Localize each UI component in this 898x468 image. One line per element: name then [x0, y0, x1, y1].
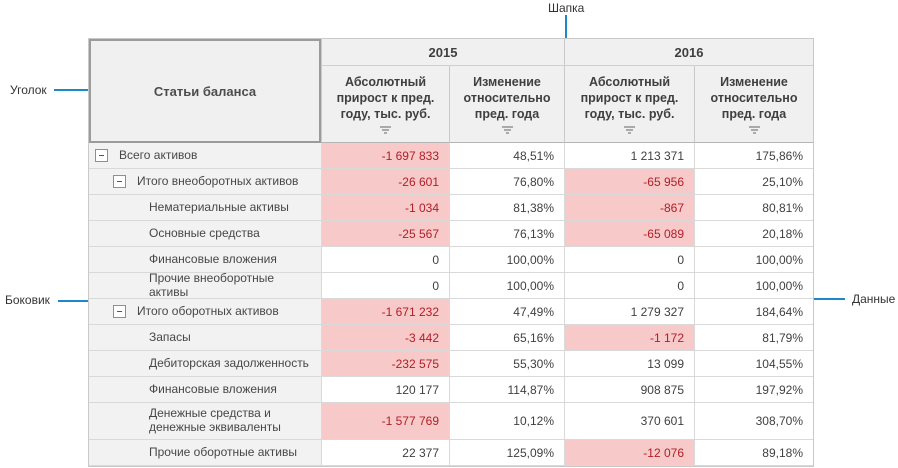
callout-corner-label: Уголок	[10, 83, 47, 97]
data-cell[interactable]: 65,16%	[449, 325, 564, 351]
data-cell[interactable]: 114,87%	[449, 377, 564, 403]
data-cell[interactable]: 25,10%	[694, 169, 813, 195]
data-cell[interactable]: -65 956	[564, 169, 694, 195]
data-cell[interactable]: -12 076	[564, 440, 694, 466]
filter-icon[interactable]	[380, 126, 391, 135]
data-cell[interactable]: 13 099	[564, 351, 694, 377]
data-cell[interactable]: 0	[321, 273, 449, 299]
data-cell[interactable]: -26 601	[321, 169, 449, 195]
data-cell[interactable]: 125,09%	[449, 440, 564, 466]
filter-icon[interactable]	[624, 126, 635, 135]
row-label-cell[interactable]: Основные средства	[89, 221, 321, 247]
filter-icon[interactable]	[748, 126, 760, 135]
data-cell[interactable]: 120 177	[321, 377, 449, 403]
row-label: Итого внеоборотных активов	[137, 173, 299, 188]
row-label-cell[interactable]: Финансовые вложения	[89, 377, 321, 403]
row-label: Нематериальные активы	[149, 199, 289, 214]
row-label: Финансовые вложения	[149, 251, 277, 266]
data-cell[interactable]: 81,38%	[449, 195, 564, 221]
filter-icon[interactable]	[501, 126, 513, 135]
data-cell[interactable]: 47,49%	[449, 299, 564, 325]
data-cell[interactable]: -3 442	[321, 325, 449, 351]
data-cell[interactable]: 80,81%	[694, 195, 813, 221]
row-label: Дебиторская задолженность	[149, 355, 309, 370]
row-label-cell[interactable]: Запасы	[89, 325, 321, 351]
data-cell[interactable]: 197,92%	[694, 377, 813, 403]
row-label: Всего активов	[119, 147, 198, 162]
column-header-2015-change: Изменение относительно пред. года	[449, 66, 564, 143]
data-cell[interactable]: 1 213 371	[564, 143, 694, 169]
data-cell[interactable]: 55,30%	[449, 351, 564, 377]
data-cell[interactable]: 89,18%	[694, 440, 813, 466]
data-cell[interactable]: 0	[564, 273, 694, 299]
data-cell[interactable]: 100,00%	[694, 247, 813, 273]
data-cell[interactable]: 175,86%	[694, 143, 813, 169]
row-label-cell[interactable]: Прочие внеоборотные активы	[89, 273, 321, 299]
callout-header-label: Шапка	[548, 1, 585, 15]
data-cell[interactable]: -1 671 232	[321, 299, 449, 325]
row-label: Запасы	[149, 329, 191, 344]
row-label: Прочие внеоборотные активы	[149, 273, 275, 299]
data-cell[interactable]: 100,00%	[449, 273, 564, 299]
data-cell[interactable]: 20,18%	[694, 221, 813, 247]
column-header-text: Абсолютный прирост к пред. году, тыс. ру…	[580, 74, 679, 122]
collapse-icon[interactable]	[95, 149, 108, 162]
data-cell[interactable]: 100,00%	[694, 273, 813, 299]
data-cell[interactable]: -1 697 833	[321, 143, 449, 169]
column-header-2016-absolute: Абсолютный прирост к пред. году, тыс. ру…	[564, 66, 694, 143]
data-cell[interactable]: 48,51%	[449, 143, 564, 169]
data-cell[interactable]: -867	[564, 195, 694, 221]
data-cell[interactable]: -1 172	[564, 325, 694, 351]
data-cell[interactable]: 0	[321, 247, 449, 273]
row-label: Денежные средства и денежные эквиваленты	[149, 406, 281, 434]
pivot-table: Статьи баланса 2015 2016 Абсолютный прир…	[88, 38, 814, 467]
data-cell[interactable]: -232 575	[321, 351, 449, 377]
year-group-2016: 2016	[564, 39, 813, 66]
row-label: Финансовые вложения	[149, 381, 277, 396]
data-cell[interactable]: -1 577 769	[321, 403, 449, 440]
data-cell[interactable]: 308,70%	[694, 403, 813, 440]
column-header-text: Абсолютный прирост к пред. году, тыс. ру…	[336, 74, 435, 122]
row-label-cell[interactable]: Денежные средства и денежные эквиваленты	[89, 403, 321, 440]
data-cell[interactable]: 76,80%	[449, 169, 564, 195]
row-label-cell[interactable]: Финансовые вложения	[89, 247, 321, 273]
data-cell[interactable]: 0	[564, 247, 694, 273]
data-cell[interactable]: 184,64%	[694, 299, 813, 325]
column-header-text: Изменение относительно пред. года	[710, 74, 798, 122]
corner-cell[interactable]: Статьи баланса	[89, 39, 321, 143]
year-group-2015: 2015	[321, 39, 564, 66]
data-cell[interactable]: 1 279 327	[564, 299, 694, 325]
data-cell[interactable]: 100,00%	[449, 247, 564, 273]
collapse-icon[interactable]	[113, 305, 126, 318]
row-label-cell[interactable]: Всего активов	[89, 143, 321, 169]
data-cell[interactable]: -1 034	[321, 195, 449, 221]
row-label: Прочие оборотные активы	[149, 444, 297, 459]
row-label-cell[interactable]: Прочие оборотные активы	[89, 440, 321, 466]
row-label-cell[interactable]: Дебиторская задолженность	[89, 351, 321, 377]
callout-stub-label: Боковик	[5, 293, 50, 307]
data-cell[interactable]: 104,55%	[694, 351, 813, 377]
data-cell[interactable]: -25 567	[321, 221, 449, 247]
data-cell[interactable]: 908 875	[564, 377, 694, 403]
row-label-cell[interactable]: Нематериальные активы	[89, 195, 321, 221]
column-header-text: Изменение относительно пред. года	[463, 74, 551, 122]
data-cell[interactable]: 81,79%	[694, 325, 813, 351]
callout-data-label: Данные	[852, 292, 896, 306]
row-label-cell[interactable]: Итого внеоборотных активов	[89, 169, 321, 195]
data-cell[interactable]: 76,13%	[449, 221, 564, 247]
data-cell[interactable]: 370 601	[564, 403, 694, 440]
column-header-2015-absolute: Абсолютный прирост к пред. году, тыс. ру…	[321, 66, 449, 143]
data-cell[interactable]: 22 377	[321, 440, 449, 466]
data-cell[interactable]: -65 089	[564, 221, 694, 247]
row-label: Основные средства	[149, 225, 260, 240]
collapse-icon[interactable]	[113, 175, 126, 188]
row-label: Итого оборотных активов	[137, 303, 279, 318]
row-label-cell[interactable]: Итого оборотных активов	[89, 299, 321, 325]
column-header-2016-change: Изменение относительно пред. года	[694, 66, 813, 143]
data-cell[interactable]: 10,12%	[449, 403, 564, 440]
